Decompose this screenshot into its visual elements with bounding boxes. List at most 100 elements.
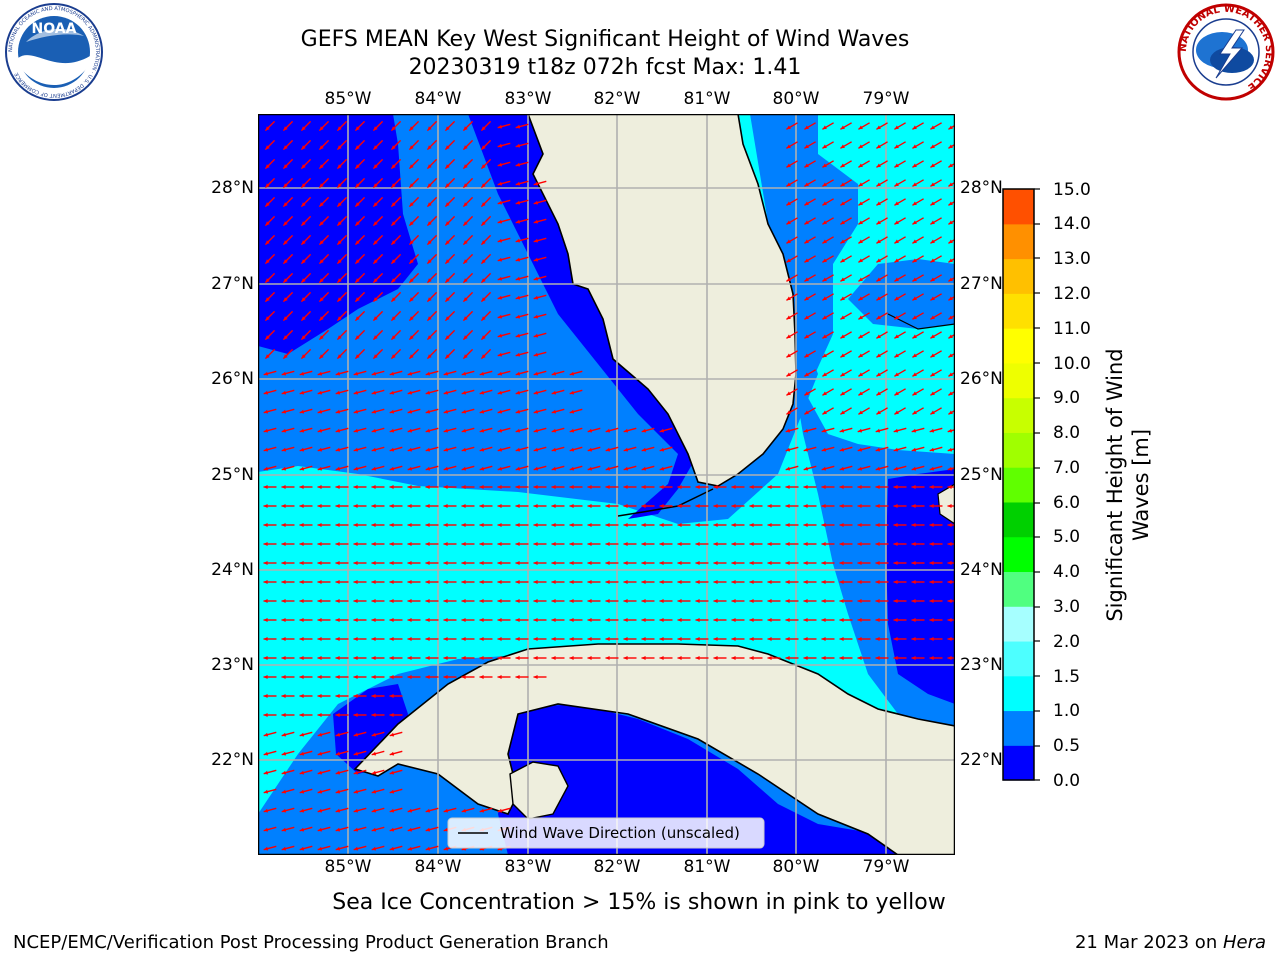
wind-arrow-head — [533, 618, 538, 622]
wind-arrow-head — [767, 637, 772, 641]
wind-arrow-head — [804, 258, 809, 263]
wind-arrow-head — [840, 182, 845, 187]
wind-arrow-head — [912, 239, 917, 244]
wind-arrow-head — [605, 637, 610, 641]
wind-arrow-head — [659, 447, 665, 452]
wind-arrow-head — [894, 239, 899, 244]
colorbar-segment — [1003, 189, 1034, 225]
lat-label-left: 27°N — [211, 274, 254, 294]
wind-arrow-head — [373, 183, 378, 188]
wind-arrow-head — [335, 675, 340, 679]
wind-arrow-head — [443, 466, 449, 471]
colorbar-tick: 15.0 — [1053, 180, 1091, 200]
wind-arrow-head — [804, 239, 809, 244]
wind-arrow-head — [533, 656, 538, 660]
wind-arrow-head — [875, 580, 880, 584]
wind-arrow-head — [749, 580, 754, 584]
wind-arrow-head — [804, 163, 809, 168]
wind-arrow-head — [677, 637, 682, 641]
wind-arrow-head — [695, 618, 700, 622]
map-frame — [258, 114, 955, 855]
wind-arrow-head — [929, 523, 934, 527]
wind-arrow-head — [265, 126, 270, 131]
wind-arrow-head — [876, 144, 881, 149]
wind-arrow-head — [283, 278, 288, 283]
wind-arrow-head — [785, 466, 791, 471]
wind-arrow-head — [443, 599, 448, 603]
wind-arrow-head — [840, 239, 845, 244]
wind-arrow-head — [337, 354, 342, 359]
wind-arrow-head — [623, 428, 629, 433]
wind-arrow-head — [858, 163, 863, 168]
colorbar — [1002, 188, 1040, 781]
colorbar-segment — [1003, 536, 1034, 573]
wind-arrow-head — [443, 485, 448, 489]
wind-arrow-head — [857, 637, 862, 641]
wind-arrow-head — [875, 656, 880, 660]
colorbar-segment — [1003, 258, 1034, 294]
wind-arrow-head — [822, 372, 827, 377]
wind-arrow-head — [821, 466, 827, 471]
wind-arrow-head — [587, 542, 592, 546]
wind-arrow-head — [803, 656, 808, 660]
wind-arrow-head — [929, 485, 934, 489]
wind-arrow-head — [857, 447, 863, 452]
wind-arrow-head — [353, 827, 359, 832]
wind-arrow-head — [948, 220, 953, 225]
wind-arrow-head — [785, 523, 790, 527]
wind-arrow-head — [281, 827, 287, 832]
wind-arrow-head — [353, 390, 359, 395]
colorbar-label-line1: Significant Height of Wind — [1103, 348, 1127, 622]
wind-arrow-head — [605, 599, 610, 603]
wind-arrow-head — [695, 599, 700, 603]
wind-arrow-head — [804, 182, 809, 187]
wind-arrow-head — [497, 675, 502, 679]
wind-arrow-head — [822, 201, 827, 206]
wind-arrow-head — [912, 372, 917, 377]
wind-arrow-head — [894, 201, 899, 206]
wind-arrow-head — [317, 485, 322, 489]
wind-arrow-head — [821, 447, 827, 452]
wind-arrow-head — [353, 694, 358, 698]
wind-arrow-head — [355, 297, 360, 302]
wind-arrow-head — [659, 637, 664, 641]
wind-arrow-head — [317, 542, 322, 546]
wind-arrow-head — [353, 409, 359, 414]
wind-arrow-head — [283, 126, 288, 131]
wind-arrow-head — [821, 599, 826, 603]
wind-arrow-head — [409, 259, 414, 264]
wind-arrow-head — [463, 240, 468, 245]
wind-arrow-head — [587, 561, 592, 565]
wind-arrow-head — [749, 485, 754, 489]
lat-label-right: 25°N — [960, 465, 1003, 485]
wind-arrow-head — [355, 183, 360, 188]
sea-ice-caption: Sea Ice Concentration > 15% is shown in … — [332, 890, 946, 915]
lon-label-top: 79°W — [862, 89, 910, 109]
wind-arrow-head — [389, 713, 394, 717]
wind-arrow-head — [337, 164, 342, 169]
wind-arrow-head — [337, 183, 342, 188]
wind-arrow-head — [894, 334, 899, 339]
colorbar-tick: 9.0 — [1053, 388, 1081, 408]
wind-arrow-head — [767, 656, 772, 660]
wind-arrow-head — [876, 277, 881, 282]
lat-label-left: 23°N — [211, 655, 254, 675]
wind-arrow-head — [894, 220, 899, 225]
wind-arrow-head — [677, 542, 682, 546]
lon-label-bottom: 83°W — [504, 857, 552, 877]
wind-arrow-head — [425, 390, 431, 395]
wind-arrow-head — [337, 335, 342, 340]
wind-arrow-head — [281, 675, 286, 679]
wind-arrow-head — [912, 144, 917, 149]
wind-arrow-head — [497, 124, 503, 129]
wind-arrow-head — [335, 637, 340, 641]
wind-arrow-head — [335, 561, 340, 565]
wind-arrow-head — [804, 391, 809, 396]
wind-arrow-head — [263, 656, 268, 660]
wind-arrow-head — [463, 126, 468, 131]
wind-arrow-head — [407, 504, 412, 508]
wind-arrow-head — [803, 485, 808, 489]
wind-arrow-head — [335, 846, 341, 851]
wind-arrow-head — [912, 353, 917, 358]
wind-arrow-head — [337, 297, 342, 302]
